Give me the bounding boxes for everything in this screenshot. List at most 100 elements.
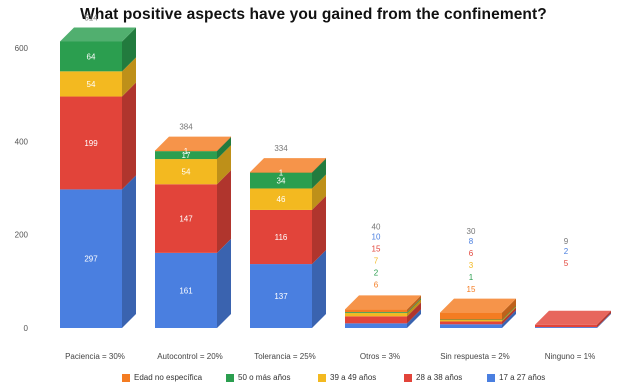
bar-segment [250, 171, 312, 173]
legend-label: 28 a 38 años [416, 373, 463, 382]
bar-segment-side [217, 145, 231, 185]
bar-group [250, 157, 326, 328]
bar-segment [155, 184, 217, 253]
bar-segment-side [122, 27, 136, 72]
legend-swatch [404, 373, 412, 382]
bar-segment-side [502, 298, 516, 320]
bar-segment-side [312, 250, 326, 328]
x-tick-label: Autocontrol = 20% [157, 352, 223, 361]
bar-segment-side [407, 302, 421, 324]
bar-segment-side [597, 310, 611, 328]
bar-segment [60, 71, 122, 97]
bar-segment [250, 209, 312, 265]
x-tick-label: Tolerancia = 25% [254, 352, 316, 361]
bar-segment-side [502, 307, 516, 325]
bar-segment-side [502, 306, 516, 322]
bar-top-face [60, 27, 136, 42]
data-label: 10 [372, 232, 381, 241]
bar-segment [345, 323, 407, 328]
legend-label: 50 o más años [238, 373, 291, 382]
data-label: 8 [469, 237, 474, 246]
legend-label: Edad no específica [134, 373, 203, 382]
bar-segment [60, 41, 122, 72]
bar-segment-side [312, 158, 326, 189]
bar-segment [345, 312, 407, 314]
bar-segment [440, 321, 502, 325]
bar-segment [155, 150, 217, 152]
data-label: 147 [179, 215, 193, 224]
data-label: 1 [184, 147, 189, 156]
bar-segment-side [502, 310, 516, 328]
data-label: 64 [87, 52, 96, 61]
bar-top-face [155, 136, 231, 151]
legend-swatch [318, 373, 326, 382]
data-label: 7 [374, 256, 379, 265]
x-tick-label: Paciencia = 30% [65, 352, 125, 361]
data-label: 161 [179, 286, 193, 295]
total-label: 384 [179, 123, 193, 132]
legend-swatch [122, 373, 130, 382]
data-label: 17 [182, 151, 191, 160]
data-label: 54 [182, 168, 191, 177]
legend-swatch [487, 373, 495, 382]
data-label: 34 [277, 177, 286, 186]
bar-segment [250, 188, 312, 210]
legend-item: 17 a 27 años [487, 373, 545, 382]
total-label: 514 [84, 13, 98, 22]
y-tick-label: 400 [15, 137, 29, 146]
bar-segment [155, 252, 217, 328]
legend-item: 28 a 38 años [404, 373, 462, 382]
legend-label: 17 a 27 años [499, 373, 546, 382]
bar-segment [345, 309, 407, 313]
total-label: 40 [372, 222, 381, 231]
data-label: 1 [469, 273, 474, 282]
bar-segment [440, 320, 502, 322]
x-tick-label: Sin respuesta = 2% [440, 352, 510, 361]
bar-group [345, 295, 421, 328]
bar-segment [535, 327, 597, 328]
bar-segment-side [217, 238, 231, 328]
data-label: 15 [372, 244, 381, 253]
data-label: 6 [374, 280, 379, 289]
bar-segment-side [407, 298, 421, 314]
data-label: 2 [374, 268, 379, 277]
x-tick-label: Ninguno = 1% [545, 352, 595, 361]
data-label: 137 [274, 292, 288, 301]
chart-legend: Edad no específica 50 o más años 39 a 49 a… [0, 373, 627, 385]
total-label: 30 [467, 227, 476, 236]
data-label: 5 [564, 259, 569, 268]
y-tick-label: 0 [24, 324, 29, 333]
data-label: 46 [277, 195, 286, 204]
legend-swatch [226, 373, 234, 382]
data-label: 6 [469, 249, 474, 258]
bar-segment-side [122, 57, 136, 97]
bar-segment-side [122, 175, 136, 328]
bar-segment-side [312, 195, 326, 265]
bar-segment-side [312, 174, 326, 210]
legend-item: Edad no específica [122, 373, 202, 382]
data-label: 3 [469, 261, 474, 270]
bar-segment-side [407, 309, 421, 328]
bar-segment [345, 316, 407, 324]
bar-top-face [440, 298, 516, 313]
bar-segment-side [122, 82, 136, 190]
data-label: 199 [84, 139, 98, 148]
bar-segment-side [407, 299, 421, 317]
legend-item: 50 o más años [226, 373, 290, 382]
bar-group [60, 27, 136, 328]
bar-segment-side [407, 295, 421, 313]
x-tick-label: Otros = 3% [360, 352, 400, 361]
bar-group [440, 298, 516, 328]
total-label: 9 [564, 237, 569, 246]
chart-title: What positive aspects have you gained fr… [80, 6, 547, 23]
bar-segment-side [217, 137, 231, 160]
data-label: 15 [467, 285, 476, 294]
data-label: 2 [564, 247, 569, 256]
data-label: 297 [84, 255, 98, 264]
bar-segment [155, 159, 217, 185]
bar-segment [60, 96, 122, 190]
bar-segment [60, 189, 122, 328]
bar-group [155, 136, 231, 328]
bar-segment [535, 324, 597, 328]
